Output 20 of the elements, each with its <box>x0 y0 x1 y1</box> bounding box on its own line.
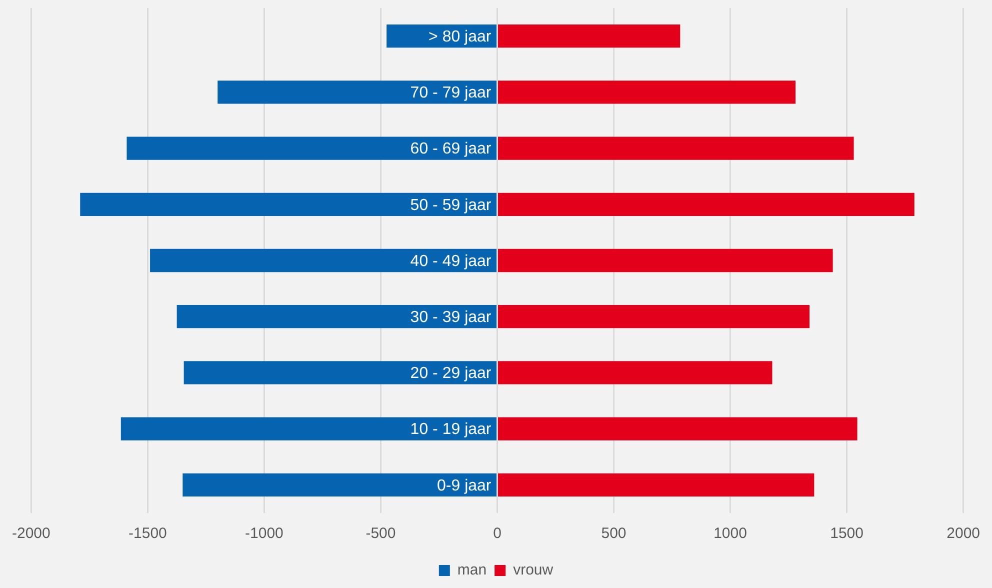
legend-label: man <box>457 562 487 579</box>
x-tick-label: 500 <box>601 525 626 542</box>
y-tick-label: 40 - 49 jaar <box>410 252 492 270</box>
x-tick-label: 0 <box>493 525 502 542</box>
y-tick-label: 20 - 29 jaar <box>410 365 492 382</box>
y-tick-label: 50 - 59 jaar <box>410 196 492 214</box>
x-tick-label: -1500 <box>128 525 167 542</box>
legend-label: vrouw <box>513 562 554 579</box>
y-tick-label: 70 - 79 jaar <box>410 84 492 102</box>
y-tick-label: > 80 jaar <box>428 28 492 46</box>
y-tick-label: 10 - 19 jaar <box>410 421 492 438</box>
x-tick-label: 1500 <box>830 525 864 542</box>
x-tick-label: -500 <box>366 525 396 542</box>
x-tick-label: 2000 <box>946 525 980 542</box>
y-tick-label: 0-9 jaar <box>437 477 492 494</box>
x-tick-label: -1000 <box>245 525 284 542</box>
y-tick-label: 30 - 39 jaar <box>410 309 492 326</box>
y-tick-label: 60 - 69 jaar <box>410 140 492 158</box>
x-tick-label: 1000 <box>714 525 747 542</box>
x-tick-label: -2000 <box>12 525 50 542</box>
